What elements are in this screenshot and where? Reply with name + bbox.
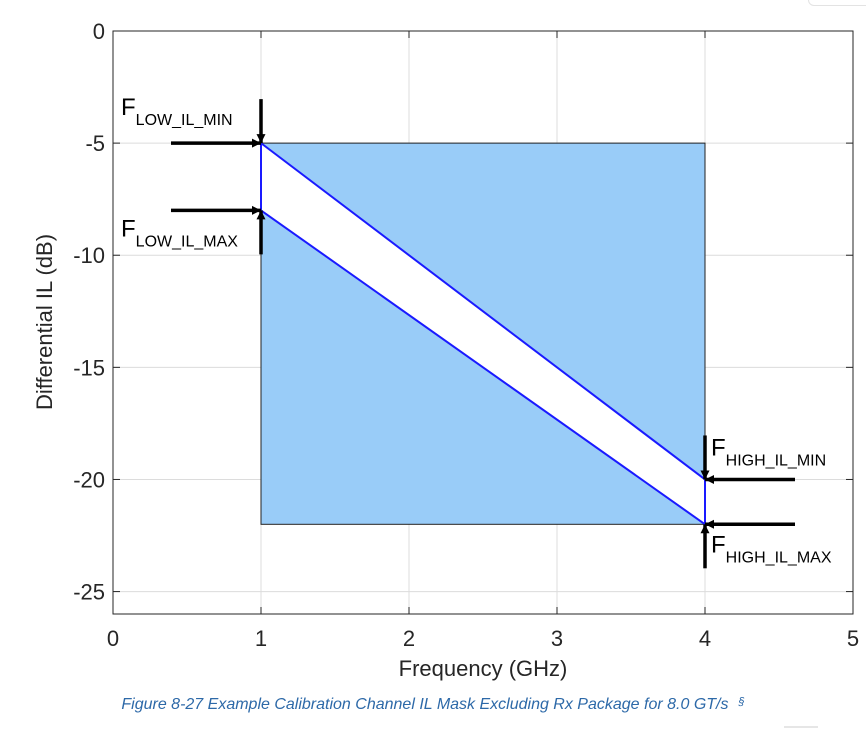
label-high-il-max-subscript: HIGH_IL_MAX [726, 549, 832, 566]
arrow-low-min-vertical-head [256, 134, 266, 144]
arrow-high-max-horizontal-head [705, 519, 714, 529]
arrow-high-min-vertical-head [700, 470, 710, 480]
x-axis-label: Frequency (GHz) [399, 656, 568, 681]
x-tick-label: 2 [403, 626, 415, 651]
y-tick-label: -25 [73, 580, 105, 605]
arrow-high-max-vertical-head [700, 524, 710, 534]
label-low-il-max-subscript: LOW_IL_MAX [136, 233, 239, 250]
label-low-il-min-subscript: LOW_IL_MIN [136, 112, 233, 129]
y-tick-label: -15 [73, 355, 105, 380]
annotation-arrows [171, 99, 795, 569]
y-tick-label: -5 [85, 131, 105, 156]
x-tick-label: 1 [255, 626, 267, 651]
arrow-low-max-horizontal-head [252, 205, 261, 215]
label-low-il-max: FLOW_IL_MAX [121, 215, 238, 250]
figure-caption: Figure 8-27 Example Calibration Channel … [0, 696, 866, 714]
label-low-il-max-main: F [121, 215, 136, 242]
x-tick-label: 3 [551, 626, 563, 651]
caption-underline [784, 726, 818, 728]
label-high-il-max-main: F [711, 531, 726, 558]
y-axis-label: Differential IL (dB) [32, 234, 57, 410]
lower-limit-line [260, 209, 706, 526]
x-tick-label: 5 [847, 626, 859, 651]
arrow-low-min-horizontal-head [252, 138, 261, 148]
annotations: FLOW_IL_MINFLOW_IL_MAXFHIGH_IL_MINFHIGH_… [121, 94, 832, 566]
plot-frame [112, 30, 854, 615]
il-mask-chart: 0 1 2 3 4 50-5-10-15-20-25 FLOW_IL_MINFLOW_IL… [32, 19, 859, 681]
label-high-il-min-main: F [711, 434, 726, 461]
x-tick-label: 4 [699, 626, 711, 651]
label-high-il-max: FHIGH_IL_MAX [711, 531, 832, 566]
label-low-il-min: FLOW_IL_MIN [121, 94, 233, 129]
allowed-band [261, 143, 705, 525]
window-corner-tab [808, 0, 866, 6]
axis-ticks: 0 1 2 3 4 5 0 -5 -10 -15 -20 -25 [73, 19, 859, 651]
label-high-il-min-subscript: HIGH_IL_MIN [726, 452, 826, 469]
y-tick-label: 0 [93, 19, 105, 44]
y-tick-label: -20 [73, 467, 105, 492]
y-tick-label: -10 [73, 243, 105, 268]
label-high-il-min: FHIGH_IL_MIN [711, 434, 826, 469]
arrow-high-min-horizontal-head [705, 474, 714, 484]
section-symbol[interactable]: § [738, 696, 745, 708]
label-low-il-min-main: F [121, 94, 136, 121]
x-tick-label: 0 [107, 626, 119, 651]
arrow-low-max-vertical-head [256, 210, 266, 220]
caption-text: Figure 8-27 Example Calibration Channel … [121, 696, 729, 713]
upper-limit-line [260, 142, 706, 481]
